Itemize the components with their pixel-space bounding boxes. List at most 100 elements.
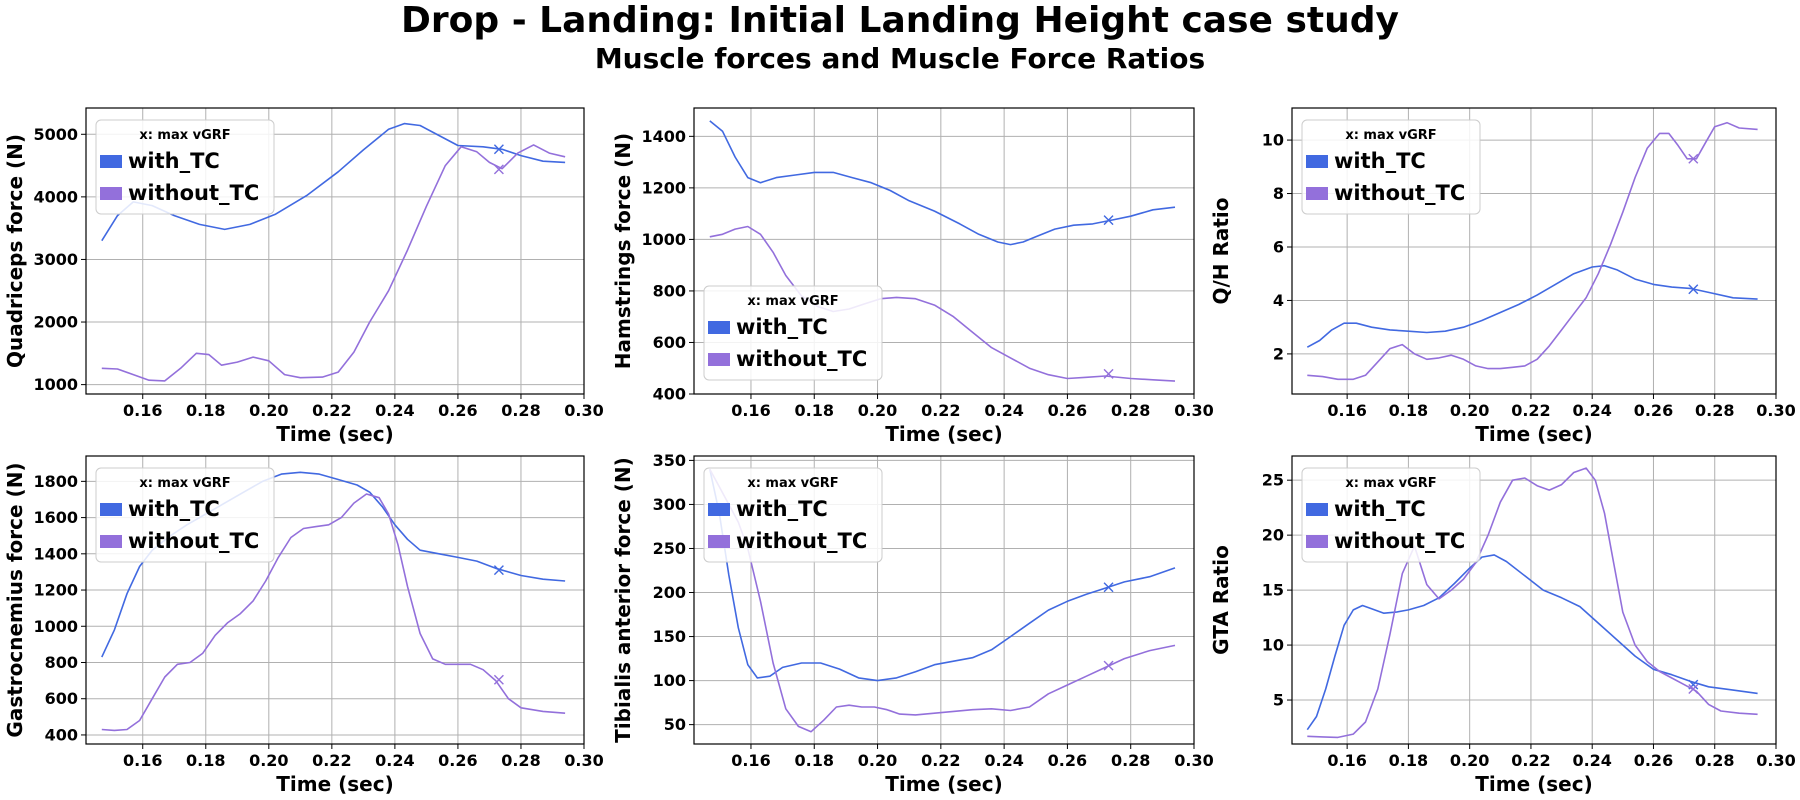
y-tick-label: 3000 xyxy=(33,250,78,269)
x-tick-label: 0.30 xyxy=(1174,401,1213,420)
y-tick-label: 20 xyxy=(1262,526,1284,545)
x-tick-label: 0.30 xyxy=(564,751,603,770)
series-line-with_TC xyxy=(1306,554,1758,731)
y-tick-label: 2 xyxy=(1273,344,1284,363)
x-tick-label: 0.28 xyxy=(1695,401,1734,420)
x-tick-label: 0.28 xyxy=(1111,401,1150,420)
x-tick-label: 0.26 xyxy=(1048,401,1087,420)
y-tick-label: 50 xyxy=(664,715,686,734)
y-tick-label: 150 xyxy=(653,627,686,646)
x-tick-label: 0.18 xyxy=(186,751,225,770)
y-axis-label: Tibialis anterior force (N) xyxy=(611,457,635,743)
subplot-1: 0.16 0.18 0.20 0.22 0.24 0.26 0.28 0.30 1000 2000… xyxy=(3,107,604,446)
x-tick-label: 0.22 xyxy=(921,751,960,770)
x-tick-label: 0.28 xyxy=(1111,751,1150,770)
figure-title: Drop - Landing: Initial Landing Height c… xyxy=(401,0,1399,41)
series-line-without_TC xyxy=(709,225,1176,382)
x-tick-label: 0.22 xyxy=(1511,751,1550,770)
y-tick-label: 250 xyxy=(653,539,686,558)
legend-box xyxy=(95,119,275,215)
legend-title: x: max vGRF xyxy=(1345,476,1436,491)
x-tick-label: 0.30 xyxy=(1756,751,1795,770)
x-tick-label: 0.28 xyxy=(501,401,540,420)
y-tick-label: 4 xyxy=(1273,291,1284,310)
axes-frame xyxy=(1291,455,1777,745)
x-tick-label: 0.22 xyxy=(312,401,351,420)
y-tick-label: 5000 xyxy=(33,125,78,144)
legend-entry-without_TC: without_TC xyxy=(128,529,259,553)
x-tick-label: 0.26 xyxy=(1048,751,1087,770)
y-tick-label: 1000 xyxy=(641,230,686,249)
series-line-with_TC xyxy=(1306,264,1758,348)
max-vgrf-marker-with_TC xyxy=(1688,284,1699,295)
legend-swatch-without_TC xyxy=(708,353,730,366)
legend-entry-without_TC: without_TC xyxy=(1334,529,1465,553)
max-vgrf-marker-with_TC xyxy=(493,144,504,155)
x-tick-label: 0.18 xyxy=(795,751,834,770)
max-vgrf-marker-without_TC xyxy=(493,674,504,685)
x-axis-label: Time (sec) xyxy=(276,772,393,796)
legend-swatch-without_TC xyxy=(1306,535,1328,548)
x-tick-label: 0.30 xyxy=(564,401,603,420)
y-tick-label: 800 xyxy=(653,281,686,300)
y-tick-label: 200 xyxy=(653,583,686,602)
x-tick-label: 0.24 xyxy=(984,401,1023,420)
x-tick-label: 0.22 xyxy=(1511,401,1550,420)
legend-title: x: max vGRF xyxy=(139,128,230,143)
series-line-with_TC xyxy=(709,469,1176,682)
max-vgrf-marker-with_TC xyxy=(493,565,504,576)
x-tick-label: 0.20 xyxy=(1450,401,1489,420)
x-tick-label: 0.18 xyxy=(1389,401,1428,420)
axes-frame xyxy=(85,107,585,395)
axes-frame xyxy=(693,107,1195,395)
max-vgrf-marker-with_TC xyxy=(1103,215,1114,226)
y-tick-label: 8 xyxy=(1273,184,1284,203)
y-axis-label: Q/H Ratio xyxy=(1209,197,1233,304)
legend-title: x: max vGRF xyxy=(747,294,838,309)
legend-box xyxy=(1301,119,1481,215)
legend-entry-with_TC: with_TC xyxy=(1334,149,1426,173)
y-tick-label: 5 xyxy=(1273,691,1284,710)
series-line-without_TC xyxy=(101,493,566,732)
x-tick-label: 0.26 xyxy=(1634,401,1673,420)
y-tick-label: 15 xyxy=(1262,581,1284,600)
axes-frame xyxy=(1291,107,1777,395)
y-tick-label: 25 xyxy=(1262,471,1284,490)
legend-entry-with_TC: with_TC xyxy=(128,149,220,173)
y-axis-label: Quadriceps force (N) xyxy=(3,134,27,368)
series-line-without_TC xyxy=(1307,121,1758,381)
y-tick-label: 1400 xyxy=(641,127,686,146)
y-tick-label: 1800 xyxy=(33,472,78,491)
x-tick-label: 0.24 xyxy=(1572,751,1611,770)
y-tick-label: 1000 xyxy=(33,617,78,636)
y-tick-label: 2000 xyxy=(33,313,78,332)
series-line-without_TC xyxy=(101,144,566,382)
y-tick-label: 6 xyxy=(1273,237,1284,256)
x-tick-label: 0.24 xyxy=(1572,401,1611,420)
x-tick-label: 0.20 xyxy=(1450,751,1489,770)
x-axis-label: Time (sec) xyxy=(1475,422,1592,446)
max-vgrf-marker-with_TC xyxy=(1103,582,1114,593)
y-tick-label: 4000 xyxy=(33,187,78,206)
axes-frame xyxy=(85,455,585,745)
legend-entry-with_TC: with_TC xyxy=(1334,497,1426,521)
x-tick-label: 0.30 xyxy=(1174,751,1213,770)
x-tick-label: 0.22 xyxy=(921,401,960,420)
y-tick-label: 1600 xyxy=(33,508,78,527)
figure-subtitle: Muscle forces and Muscle Force Ratios xyxy=(594,42,1206,75)
y-tick-label: 800 xyxy=(45,653,78,672)
x-tick-label: 0.18 xyxy=(186,401,225,420)
x-tick-label: 0.24 xyxy=(984,751,1023,770)
x-axis-label: Time (sec) xyxy=(885,772,1002,796)
y-tick-label: 10 xyxy=(1262,636,1284,655)
subplot-3: 0.16 0.18 0.20 0.22 0.24 0.26 0.28 0.30 2 4 6 8 10 Ti… xyxy=(1209,107,1796,446)
legend-swatch-without_TC xyxy=(708,535,730,548)
legend-swatch-with_TC xyxy=(1306,155,1328,168)
x-tick-label: 0.18 xyxy=(795,401,834,420)
y-tick-label: 1400 xyxy=(33,544,78,563)
subplot-2: 0.16 0.18 0.20 0.22 0.24 0.26 0.28 0.30 400 600 80… xyxy=(611,107,1214,446)
x-tick-label: 0.26 xyxy=(438,401,477,420)
legend-swatch-with_TC xyxy=(708,503,730,516)
y-tick-label: 600 xyxy=(653,333,686,352)
x-tick-label: 0.18 xyxy=(1389,751,1428,770)
